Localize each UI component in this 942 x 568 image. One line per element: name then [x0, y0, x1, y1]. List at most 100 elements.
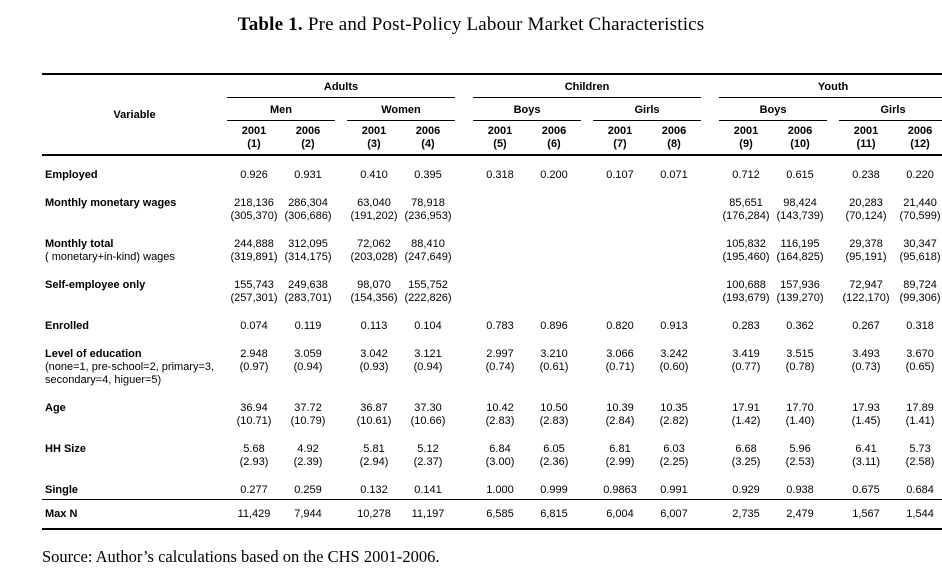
cell-sd: (0.78) — [785, 361, 815, 373]
cell-sd: (10.66) — [410, 415, 446, 427]
subgroup-spacer-cell — [335, 430, 347, 471]
data-cell: 37.72 (10.79) — [281, 389, 335, 430]
subgroup-spacer-cell — [827, 430, 839, 471]
data-cell: 0.999 — [527, 471, 581, 500]
subgroup-header-boys-youth: Boys — [719, 97, 828, 121]
subgroup-spacer-cell — [581, 225, 593, 266]
table-row: Monthly monetary wages 218,136 (305,370) 28… — [42, 184, 942, 225]
cell-value: 0.362 — [786, 320, 814, 332]
data-cell: 0.991 — [647, 471, 701, 500]
cell-value: 17.70 — [786, 402, 814, 414]
cell-value: 6,004 — [606, 508, 634, 520]
cell-value: 10,278 — [357, 508, 391, 520]
row-sublabel: (none=1, pre-school=2, primary=3, second… — [45, 361, 215, 386]
cell-value: 0.318 — [906, 320, 934, 332]
cell-value: 5.73 — [909, 443, 931, 455]
subgroup-spacer-cell — [581, 389, 593, 430]
cell-value: 0.896 — [540, 320, 568, 332]
subgroup-spacer-cell — [581, 184, 593, 225]
cell-value: 72,062 — [357, 238, 391, 250]
data-cell: 1,544 — [893, 499, 942, 530]
subgroup-spacer-cell — [827, 307, 839, 335]
data-cell: 286,304 (306,686) — [281, 184, 335, 225]
cell-value: 0.684 — [906, 484, 934, 496]
cell-value: 1,544 — [906, 508, 934, 520]
data-cell: 155,752 (222,826) — [401, 266, 455, 307]
group-spacer-cell — [455, 499, 474, 530]
column-number: (6) — [547, 138, 561, 150]
row-label: Level of education — [45, 348, 142, 360]
row-label: HH Size — [45, 443, 86, 455]
column-year: 2001 — [241, 125, 267, 137]
data-cell: 6,815 — [527, 499, 582, 530]
data-cell: 0.931 — [281, 155, 335, 184]
data-cell: 0.277 — [227, 471, 281, 500]
data-cell: 78,918 (236,953) — [401, 184, 455, 225]
row-label: Single — [45, 484, 79, 496]
data-cell: 5.68 (2.93) — [227, 430, 281, 471]
cell-sd: (2.39) — [293, 456, 323, 468]
table-row: Level of education (none=1, pre-school=2,… — [42, 335, 942, 389]
column-header-9: 2001 (9) — [719, 120, 774, 156]
data-cell: 0.684 — [893, 471, 942, 500]
column-number: (10) — [790, 138, 810, 150]
cell-value: 6.68 — [735, 443, 757, 455]
cell-value: 2,479 — [786, 508, 814, 520]
cell-value: 6,585 — [486, 508, 514, 520]
cell-value: 21,440 — [903, 197, 937, 209]
group-header-adults: Adults — [227, 73, 456, 98]
data-cell: 98,424 (143,739) — [773, 184, 827, 225]
subgroup-spacer-cell — [827, 155, 839, 184]
column-header-3: 2001 (3) — [347, 120, 401, 156]
group-spacer-cell — [701, 430, 719, 471]
cell-sd: (193,679) — [722, 292, 770, 304]
data-cell: 29,378 (95,191) — [839, 225, 893, 266]
subgroup-spacer — [335, 98, 347, 121]
group-spacer-cell — [455, 389, 473, 430]
group-spacer-cell — [455, 430, 473, 471]
cell-sd: (0.73) — [851, 361, 881, 373]
cell-value: 286,304 — [288, 197, 328, 209]
data-cell: 6.84 (3.00) — [473, 430, 527, 471]
cell-value: 0.259 — [294, 484, 322, 496]
cell-value: 6.84 — [489, 443, 511, 455]
cell-value: 0.113 — [360, 320, 388, 332]
row-label: Monthly monetary wages — [45, 197, 177, 209]
data-cell: 5.96 (2.53) — [773, 430, 827, 471]
cell-sd: (2.25) — [659, 456, 689, 468]
data-cell: 0.9863 — [593, 471, 647, 500]
cell-value: 89,724 — [903, 279, 937, 291]
cell-value: 0.200 — [540, 169, 568, 181]
stats-table: Variable Adults Children Youth Men Women… — [42, 73, 942, 530]
cell-value: 3.059 — [294, 348, 322, 360]
cell-value: 312,095 — [288, 238, 328, 250]
cell-sd: (0.77) — [731, 361, 761, 373]
group-spacer — [455, 73, 474, 98]
group-spacer — [701, 73, 720, 98]
data-cell: 105,832 (195,460) — [719, 225, 773, 266]
data-cell: 0.410 — [347, 155, 401, 184]
cell-sd: (305,370) — [230, 210, 278, 222]
data-cell: 17.89 (1.41) — [893, 389, 942, 430]
data-cell: 5.73 (2.58) — [893, 430, 942, 471]
subgroup-spacer-cell — [335, 335, 347, 389]
cell-sd: (2.99) — [605, 456, 635, 468]
column-year: 2006 — [787, 125, 813, 137]
group-spacer-cell — [455, 307, 473, 335]
row-label-cell: Age — [42, 389, 227, 430]
data-cell: 89,724 (99,306) — [893, 266, 942, 307]
cell-value: 2.948 — [240, 348, 268, 360]
cell-sd: (10.71) — [236, 415, 272, 427]
data-cell: 21,440 (70,599) — [893, 184, 942, 225]
cell-sd: (2.84) — [605, 415, 635, 427]
cell-value: 78,918 — [411, 197, 445, 209]
data-cell: 0.132 — [347, 471, 401, 500]
cell-value: 0.395 — [414, 169, 442, 181]
data-cell: 0.283 — [719, 307, 773, 335]
cell-value: 3.419 — [732, 348, 760, 360]
data-cell: 0.675 — [839, 471, 893, 500]
data-cell — [473, 225, 527, 266]
column-header-2: 2006 (2) — [281, 120, 335, 156]
data-cell: 1.000 — [473, 471, 527, 500]
cell-value: 0.9863 — [603, 484, 637, 496]
